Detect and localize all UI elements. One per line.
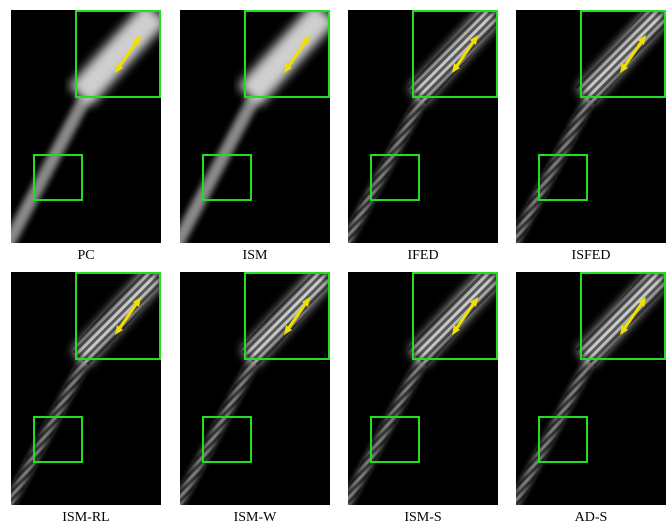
panel-label: AD-S: [575, 510, 608, 525]
image: [6, 10, 161, 248]
image: [343, 272, 498, 510]
panel: IFED: [343, 10, 498, 263]
panel-label: ISM-S: [404, 510, 441, 525]
figure: PC ISM IFED ISFED ISM-RL ISM-W ISM-S AD-S: [0, 0, 667, 525]
panel-label: IFED: [407, 248, 438, 263]
image: [343, 10, 498, 248]
panel: ISM-W: [175, 272, 330, 525]
panel-label: ISM-W: [234, 510, 278, 525]
image: [175, 272, 330, 510]
image: [175, 10, 330, 248]
panel: AD-S: [511, 272, 666, 525]
panel: PC: [6, 10, 161, 263]
panel-label: ISM: [243, 248, 268, 263]
panel: ISM-S: [343, 272, 498, 525]
panel: ISM: [175, 10, 330, 263]
panel: ISFED: [511, 10, 666, 263]
panel-label: PC: [77, 248, 94, 263]
panel-label: ISFED: [572, 248, 611, 263]
image: [511, 272, 666, 510]
image: [6, 272, 161, 510]
panel: ISM-RL: [6, 272, 161, 525]
panel-label: ISM-RL: [62, 510, 109, 525]
page: {"panels": [ {"label": "PC"}, {"label": …: [0, 0, 667, 525]
image: [511, 10, 666, 248]
